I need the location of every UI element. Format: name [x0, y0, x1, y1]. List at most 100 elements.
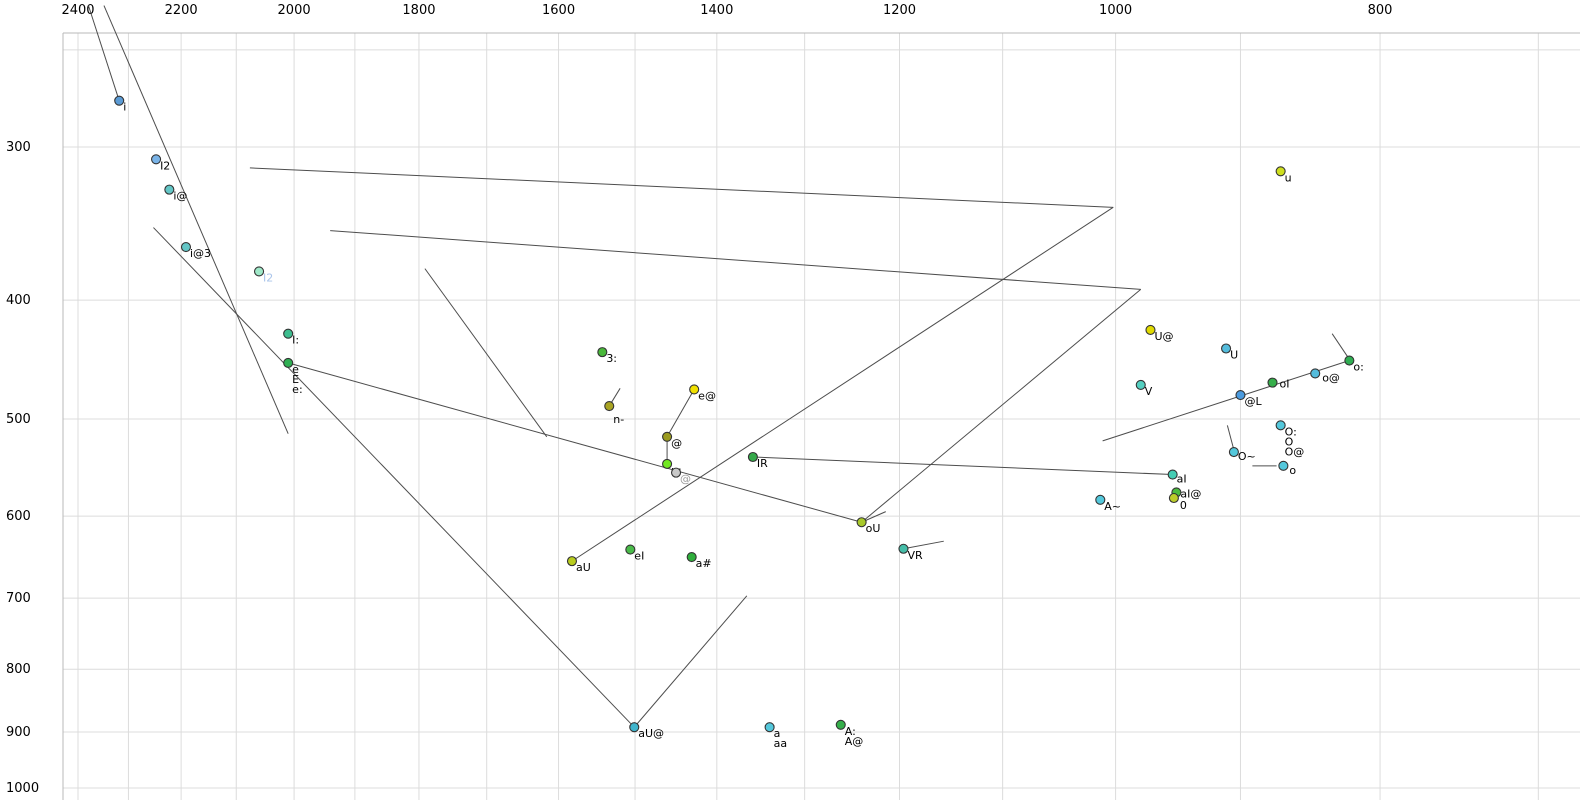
trajectory-lines: [87, 5, 1350, 728]
y-axis-tick-label: 300: [6, 140, 31, 155]
x-axis-tick-label: 800: [1368, 3, 1393, 18]
data-point-I-long: I:: [283, 328, 299, 347]
trajectory-line: [249, 167, 1114, 208]
y-axis-tick-label: 800: [6, 662, 31, 677]
trajectory-line: [1226, 425, 1235, 451]
point-label: 0: [1180, 499, 1187, 512]
point-label: U: [1230, 348, 1238, 361]
point-label: a#: [696, 557, 712, 570]
data-point-u: u: [1275, 166, 1292, 184]
point-marker: [625, 544, 636, 555]
point-marker: [1275, 420, 1286, 431]
point-marker: [662, 431, 673, 442]
data-point-oI: oI: [1267, 377, 1290, 391]
point-label: i@: [173, 190, 187, 203]
point-marker: [662, 458, 673, 469]
data-point-i-schwa-3: i@3: [180, 241, 211, 260]
data-point-U: U: [1221, 343, 1238, 361]
point-label: o:: [1353, 361, 1363, 374]
y-axis: 300 400 500 600 700 800 900 1000: [6, 140, 39, 796]
point-marker: [151, 154, 162, 165]
trajectory-line: [633, 595, 748, 728]
point-label: V: [1145, 385, 1153, 398]
x-axis-tick-label: 2000: [278, 3, 311, 18]
y-axis-tick-label: 500: [6, 412, 31, 427]
gridlines: [63, 33, 1580, 800]
data-point-I2-light: I2: [254, 266, 273, 284]
y-axis-tick-label: 900: [6, 725, 31, 740]
point-marker: [764, 722, 775, 733]
point-label: i: [123, 101, 126, 114]
x-axis-tick-label: 1200: [883, 3, 916, 18]
trajectory-line: [153, 227, 635, 728]
trajectory-line: [571, 206, 1114, 562]
x-axis-tick-label: 2400: [61, 3, 94, 18]
y-axis-tick-label: 700: [6, 591, 31, 606]
point-marker: [283, 328, 294, 339]
data-point-VR: VR: [898, 543, 923, 562]
data-point-schwa-L: @L: [1235, 389, 1262, 408]
point-marker: [1167, 469, 1178, 480]
data-point-a-hash: a#: [686, 551, 712, 570]
data-point-schwa: @: [662, 431, 682, 450]
point-label: I2: [160, 159, 170, 172]
trajectory-line: [752, 456, 1173, 476]
trajectory-line: [288, 362, 862, 523]
x-axis-tick-label: 2200: [165, 3, 198, 18]
data-point-IR: IR: [747, 451, 768, 470]
y-axis-tick-label: 1000: [6, 781, 39, 796]
point-marker: [686, 551, 697, 563]
point-label: IR: [757, 457, 768, 470]
point-marker: [597, 347, 608, 358]
x-axis-tick-label: 1400: [700, 3, 733, 18]
trajectory-line: [330, 230, 1141, 290]
point-label: @L: [1244, 395, 1262, 408]
point-label: n-: [613, 413, 624, 426]
point-label: VR: [907, 549, 923, 562]
data-point-o-schwa: o@: [1310, 368, 1340, 384]
data-point-o: o: [1278, 460, 1296, 477]
trajectory-line: [103, 5, 289, 434]
trajectory-line: [1102, 360, 1350, 442]
point-label: O: O O@: [1285, 425, 1305, 458]
trajectory-line: [87, 5, 120, 101]
data-point-I2: I2: [151, 154, 170, 172]
point-marker: [1095, 494, 1106, 505]
data-point-eI: eI: [625, 544, 644, 563]
point-label: o@: [1322, 371, 1340, 384]
trajectory-line: [861, 289, 1142, 523]
point-label: o: [1289, 464, 1296, 477]
data-point-e-schwa: e@: [689, 384, 716, 402]
point-marker: [114, 95, 125, 106]
point-marker: [629, 722, 640, 733]
point-marker: [1145, 324, 1156, 335]
point-label: O~: [1238, 450, 1256, 463]
data-point-i-schwa: i@: [164, 184, 187, 203]
data-point-o-long: o:: [1344, 355, 1364, 374]
point-label: oI: [1280, 378, 1290, 391]
y-axis-tick-label: 600: [6, 509, 31, 524]
data-point-3-long: 3:: [597, 347, 617, 365]
point-label: A: A@: [845, 725, 864, 748]
x-axis-tick-label: 1000: [1099, 3, 1132, 18]
data-point-n-: n-: [604, 401, 624, 426]
point-marker: [670, 467, 682, 478]
data-point-aI: aI: [1167, 469, 1187, 486]
trajectory-line: [903, 540, 944, 550]
point-marker: [283, 357, 294, 368]
point-marker: [1310, 368, 1321, 379]
point-marker: [856, 517, 867, 528]
point-label: oU: [866, 522, 881, 535]
point-label: @: [671, 437, 682, 450]
data-point-O-nasal: O~: [1228, 446, 1256, 463]
point-marker: [164, 184, 175, 195]
point-label: aI@: [1180, 487, 1201, 500]
data-points: iI2i@i@3I2I:eEe:3:n-e@@u:@IRoUVRaUeIa#aU…: [114, 95, 1364, 750]
point-marker: [254, 266, 265, 277]
data-point-aU-schwa: aU@: [629, 722, 664, 740]
x-axis-tick-label: 1600: [542, 3, 575, 18]
point-label: eI: [634, 550, 644, 563]
point-label: u: [1285, 171, 1292, 184]
point-marker: [835, 719, 846, 730]
